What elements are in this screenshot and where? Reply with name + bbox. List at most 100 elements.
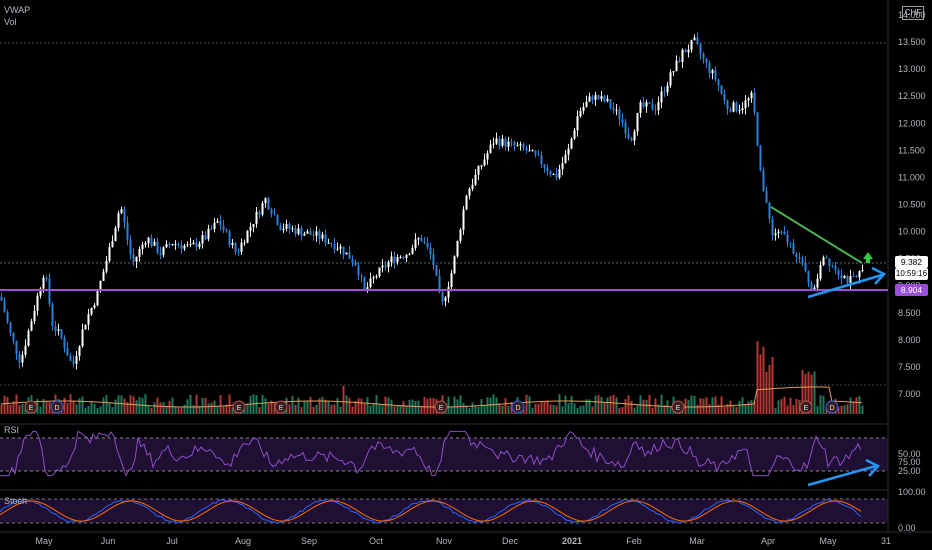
countdown-label: 10:59:16 [895,268,928,280]
candle-body [780,231,783,233]
candle-body [39,288,42,296]
candle-body [480,165,483,167]
candle-body [618,109,621,120]
candle-body [633,131,636,141]
volume-bar [258,407,261,414]
volume-bar [732,405,735,414]
candle-body [735,102,738,111]
price-tick: 13.500 [898,37,926,47]
volume-bar [576,407,579,414]
candle-body [57,329,60,331]
volume-bar [528,396,531,414]
candle-body [477,165,480,175]
volume-bar [651,407,654,414]
candle-body [258,211,261,215]
volume-bar [198,405,201,414]
rsi-label[interactable]: RSI [4,425,20,435]
volume-bar [432,398,435,414]
price-tick: 14.000 [898,10,926,20]
volume-bar [648,394,651,414]
candle-body [372,277,375,279]
volume-bar [246,403,249,414]
volume-bar [228,394,231,414]
candle-body [810,282,813,290]
volume-bar [309,396,312,414]
volume-bar [861,405,864,414]
volume-bar [459,395,462,414]
candle-body [54,325,57,331]
earnings-marker-label: E [804,405,809,412]
candle-body [384,265,387,268]
candle-body [714,70,717,80]
earnings-marker-label: D [54,405,59,412]
currency-badge[interactable]: CHF [902,6,924,20]
candle-body [609,99,612,108]
stoch-label[interactable]: Stoch [4,496,28,506]
volume-bar [363,403,366,414]
volume-legend[interactable]: Vol [4,17,17,27]
candle-body [729,109,732,112]
candle-body [705,58,708,63]
volume-bar [585,399,588,414]
candle-body [564,154,567,164]
candle-body [48,278,51,304]
volume-bar [480,399,483,414]
volume-bar [822,395,825,414]
price-tick: 7.500 [898,362,921,372]
volume-bar [807,371,810,414]
stoch-tick-0: 0.00 [898,523,916,533]
candle-body [624,122,627,134]
candle-body [768,202,771,219]
candle-body [69,355,72,361]
volume-bar [267,403,270,414]
volume-bar [510,402,513,414]
volume-bar [225,404,228,414]
volume-bar [756,341,759,414]
candle-body [666,85,669,93]
candle-body [465,195,468,210]
candle-body [585,101,588,107]
candle-body [675,60,678,72]
volume-bar [297,397,300,414]
volume-bar [111,407,114,414]
candle-body [129,239,132,255]
volume-bar [531,407,534,414]
volume-bar [90,401,93,414]
indicator-legend[interactable]: VWAP [4,5,31,15]
candle-body [657,102,660,111]
candle-body [588,96,591,102]
volume-bar [561,406,564,414]
candle-body [237,251,240,253]
candle-body [627,133,630,139]
volume-bar [147,405,150,414]
volume-bar [771,356,774,414]
volume-bar [366,397,369,414]
candle-body [348,252,351,259]
candle-body [642,102,645,107]
candle-body [33,310,36,322]
time-tick: 31 [881,536,891,546]
volume-bar [69,394,72,414]
candle-body [645,102,648,107]
candle-body [522,144,525,149]
volume-bar [543,401,546,414]
candle-body [486,152,489,160]
candle-body [273,214,276,216]
volume-bar [816,406,819,414]
volume-bar [0,404,3,414]
volume-bar [804,373,807,414]
volume-bar [567,403,570,414]
volume-bar [741,397,744,414]
volume-bar [348,397,351,414]
candle-body [684,49,687,53]
candle-body [483,159,486,166]
volume-bar [117,395,120,414]
volume-bar [270,400,273,414]
candle-body [504,138,507,147]
volume-bar [114,399,117,414]
volume-bar [132,396,135,414]
volume-bar [843,405,846,414]
volume-bar [273,403,276,414]
volume-bar [141,397,144,414]
